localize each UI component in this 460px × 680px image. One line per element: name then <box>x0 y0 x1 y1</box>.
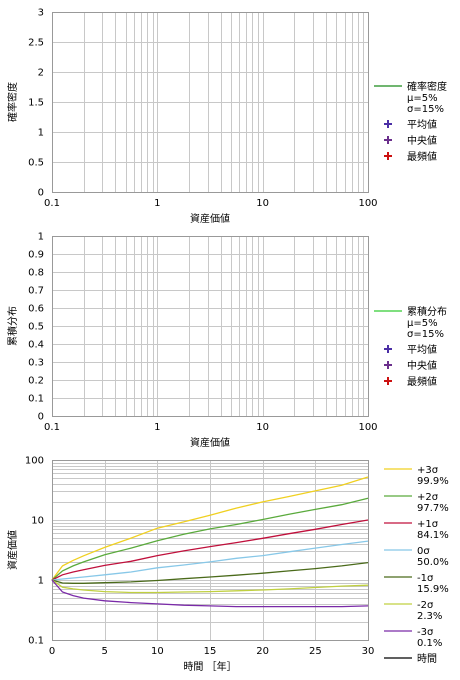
plot-frame <box>52 460 369 641</box>
gridlines <box>52 236 368 417</box>
series-line <box>51 561 369 584</box>
y-tick-label: 1 <box>38 128 44 139</box>
legend-label: -2σ <box>417 600 434 611</box>
y-tick-label: 0.8 <box>28 268 44 279</box>
legend-label: 最頻値 <box>407 150 437 163</box>
gridlines <box>52 460 369 641</box>
chart-panel-2: 0.1 1 10 10000.10.20.30.40.50.60.70.80.91資産… <box>6 232 447 450</box>
series-line <box>51 476 369 581</box>
legend-swatch-marker <box>384 136 392 144</box>
x-tick-label: 10 <box>151 646 164 657</box>
legend-label: 確率密度 <box>407 80 447 93</box>
plot-frame <box>52 236 369 417</box>
legend-label: 0σ <box>417 546 430 557</box>
y-axis-title: 資産価値 <box>6 530 19 570</box>
legend-label: -3σ <box>417 627 434 638</box>
y-tick-label: 0.6 <box>28 304 44 315</box>
legend-label: 累積分布 <box>407 305 447 318</box>
legend-label: +2σ <box>417 492 439 503</box>
x-tick-label: 10 <box>256 198 269 209</box>
x-tick-label: 100 <box>358 422 377 433</box>
y-tick-label: 0.2 <box>28 376 44 387</box>
y-tick-label: 3 <box>38 8 44 19</box>
legend-label: 50.0% <box>417 557 449 568</box>
y-tick-label: 0.5 <box>28 158 44 169</box>
y-tick-label: 0 <box>38 188 44 199</box>
legend-label: +1σ <box>417 519 439 530</box>
x-tick-label: 0.1 <box>44 198 60 209</box>
legend-label: +3σ <box>417 465 439 476</box>
y-tick-label: 0.1 <box>28 636 44 647</box>
x-tick-label: 1 <box>154 198 160 209</box>
y-tick-label: 0.9 <box>28 250 44 261</box>
y-tick-label: 0.1 <box>28 394 44 405</box>
x-tick-label: 15 <box>204 646 217 657</box>
x-tick-label: 0 <box>49 646 55 657</box>
x-tick-label: 0.1 <box>44 422 60 433</box>
x-tick-label: 1 <box>154 422 160 433</box>
legend-swatch-marker <box>384 120 392 128</box>
y-tick-label: 0.3 <box>28 358 44 369</box>
y-axis-title: 累積分布 <box>6 306 19 346</box>
legend-label: σ=15% <box>407 329 444 340</box>
legend-label: 0.1% <box>417 638 442 649</box>
legend-label: -1σ <box>417 573 434 584</box>
x-axis-title: 資産価値 <box>190 212 230 225</box>
x-axis-title: 時間 ［年］ <box>183 660 236 673</box>
plot-frame <box>52 12 369 193</box>
x-tick-label: 5 <box>101 646 107 657</box>
y-tick-label: 0.4 <box>28 340 44 351</box>
legend-label: 99.9% <box>417 476 449 487</box>
legend-label: 97.7% <box>417 503 449 514</box>
series-line <box>51 579 369 608</box>
y-tick-label: 10 <box>31 516 44 527</box>
x-tick-label: 20 <box>256 646 269 657</box>
y-tick-label: 0.5 <box>28 322 44 333</box>
y-tick-label: 0.7 <box>28 286 44 297</box>
y-tick-label: 100 <box>25 456 44 467</box>
y-tick-label: 1 <box>38 576 44 587</box>
legend-label: 2.3% <box>417 611 442 622</box>
legend-label: 中央値 <box>407 134 437 147</box>
series-line <box>51 579 369 594</box>
y-tick-label: 2.5 <box>28 38 44 49</box>
series-line <box>51 519 369 581</box>
y-tick-label: 1.5 <box>28 98 44 109</box>
series-line <box>51 540 369 581</box>
legend-label: 最頻値 <box>407 375 437 388</box>
x-tick-label: 100 <box>358 198 377 209</box>
legend-label: 時間 <box>417 653 437 665</box>
legend-label: 84.1% <box>417 530 449 541</box>
legend-label: μ=5% <box>407 93 438 104</box>
legend-label: μ=5% <box>407 318 438 329</box>
legend-swatch-marker <box>384 152 392 160</box>
series-line <box>51 497 369 581</box>
legend-label: σ=15% <box>407 104 444 115</box>
legend-label: 平均値 <box>407 343 437 356</box>
y-axis-title: 確率密度 <box>6 82 19 122</box>
y-tick-label: 2 <box>38 68 44 79</box>
y-tick-label: 0 <box>38 412 44 423</box>
x-tick-label: 30 <box>362 646 375 657</box>
x-axis-title: 資産価値 <box>190 436 230 449</box>
legend-label: 15.9% <box>417 584 449 595</box>
legend-label: 平均値 <box>407 118 437 131</box>
legend-swatch-marker <box>384 361 392 369</box>
legend-swatch-marker <box>384 345 392 353</box>
x-tick-label: 10 <box>256 422 269 433</box>
gridlines <box>52 12 368 193</box>
x-tick-label: 25 <box>309 646 322 657</box>
legend-swatch-marker <box>384 377 392 385</box>
legend-label: 中央値 <box>407 359 437 372</box>
y-tick-label: 1 <box>38 232 44 243</box>
